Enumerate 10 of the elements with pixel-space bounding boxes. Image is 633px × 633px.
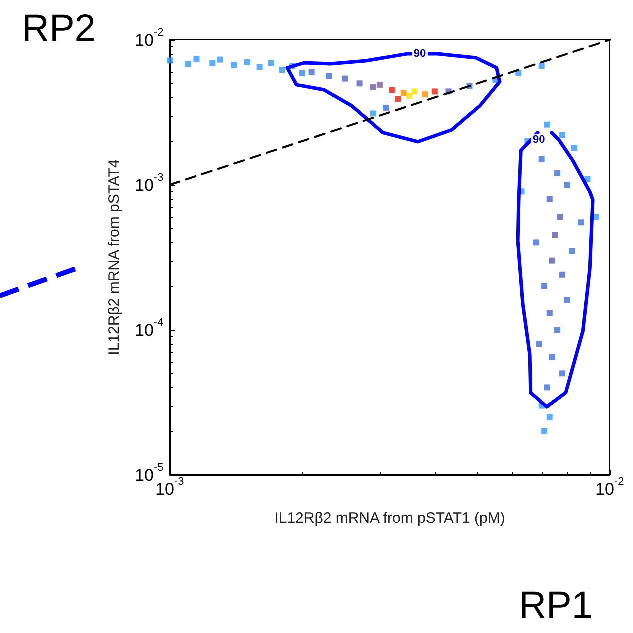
y-tick-label: 10$^{-5}$ [135, 462, 164, 484]
x-axis-title: IL12Rβ2 mRNA from pSTAT1 (pM) [274, 510, 506, 527]
annotation: 90 [414, 48, 426, 60]
y-tick-label: 10$^{-4}$ [135, 316, 164, 340]
text: RP1 [519, 585, 593, 627]
annotation: 90 [532, 134, 546, 146]
text: RP2 [22, 8, 96, 50]
y-tick-label: 10$^{-3}$ [135, 172, 164, 194]
y-tick-label: 10$^{-2}$ [135, 26, 164, 50]
y-axis-title: IL12Rβ2 mRNA from pSTAT4 [106, 160, 123, 356]
